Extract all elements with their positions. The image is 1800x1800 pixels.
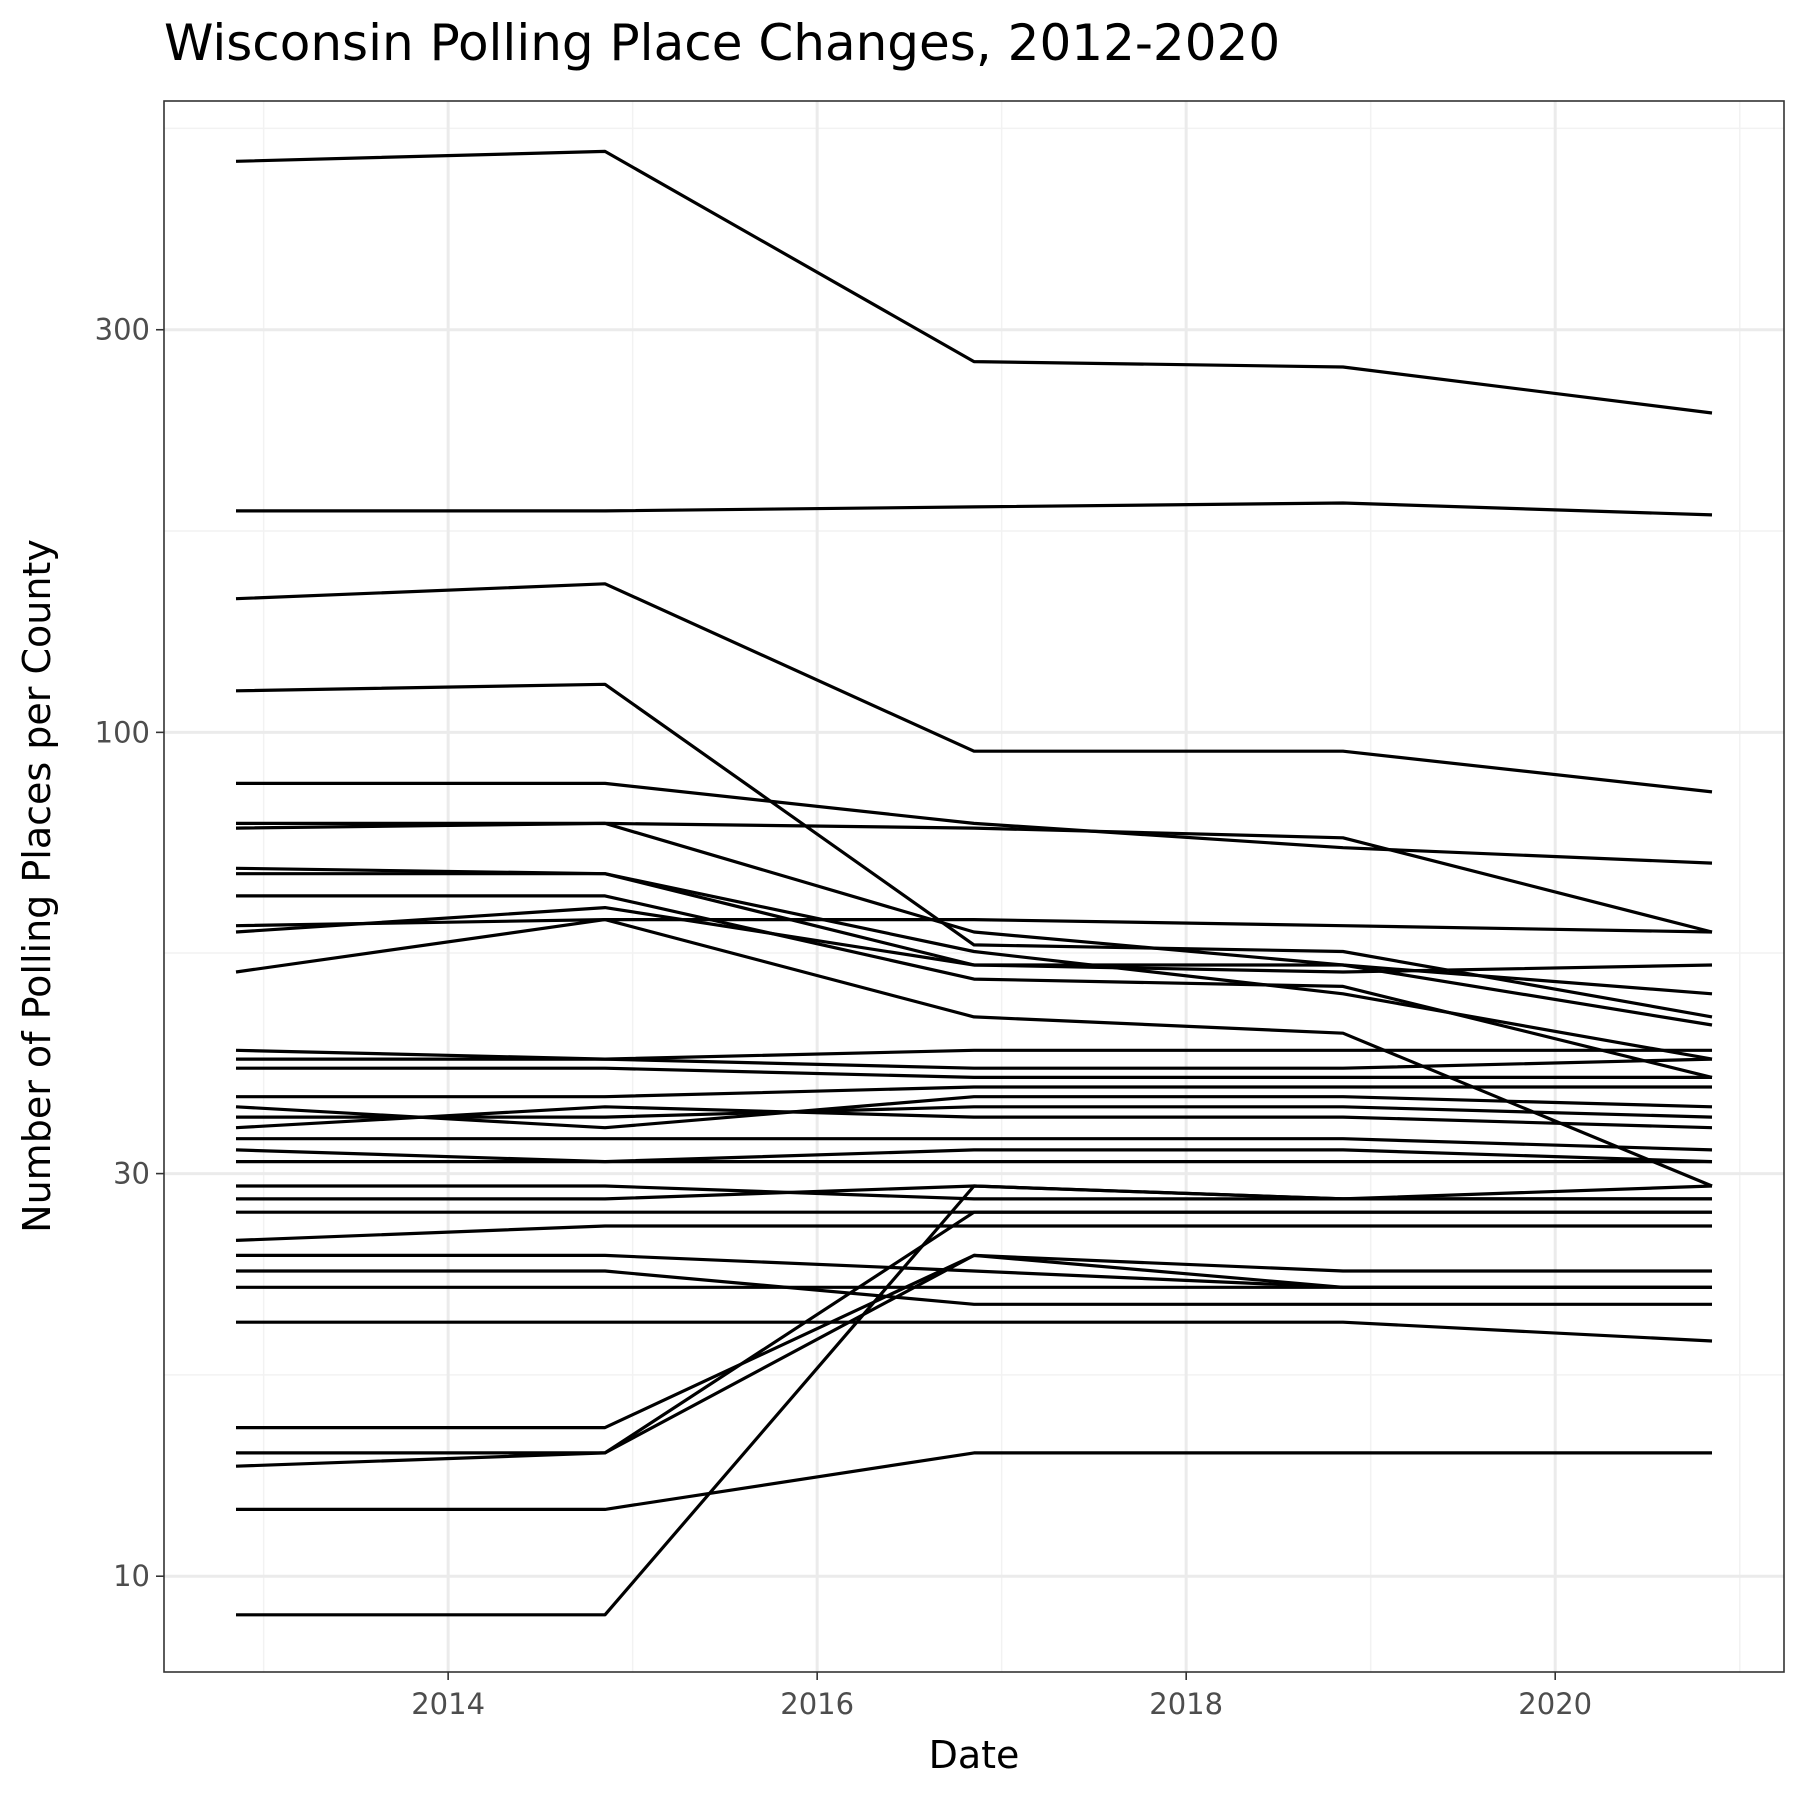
y-tick-label: 100 bbox=[95, 715, 150, 749]
series-line-14 bbox=[235, 1048, 1712, 1061]
series-lines bbox=[235, 149, 1713, 1617]
series-line-18 bbox=[235, 1095, 1713, 1130]
series-line-6 bbox=[236, 821, 1713, 934]
series-line-22 bbox=[235, 1148, 1713, 1164]
series-line-32 bbox=[236, 1253, 1712, 1430]
series-line-27 bbox=[235, 1224, 1712, 1242]
plot-panel-border bbox=[163, 100, 1785, 1673]
series-line-35 bbox=[236, 1451, 1712, 1512]
y-tick-label: 10 bbox=[113, 1559, 150, 1593]
series-line-33 bbox=[236, 1253, 1712, 1455]
series-line-3 bbox=[235, 582, 1713, 794]
series-line-5 bbox=[236, 781, 1713, 865]
series-line-34 bbox=[235, 1210, 1712, 1468]
series-line-13 bbox=[235, 917, 1713, 1188]
axis-ticks: 2014 2016 2018 2020 10 30 100 300 bbox=[95, 313, 1592, 1721]
x-tick-label: 2016 bbox=[780, 1687, 854, 1721]
y-axis-title: Number of Polling Places per County bbox=[15, 539, 59, 1233]
gridlines bbox=[164, 101, 1784, 1672]
series-line-7 bbox=[235, 821, 1713, 1027]
series-line-4 bbox=[235, 682, 1713, 1019]
x-axis-title: Date bbox=[929, 1733, 1020, 1777]
x-tick-label: 2020 bbox=[1518, 1687, 1592, 1721]
series-line-20 bbox=[235, 1105, 1713, 1130]
series-line-19 bbox=[236, 1105, 1713, 1119]
series-line-11 bbox=[235, 917, 1713, 934]
series-line-29 bbox=[236, 1269, 1712, 1306]
series-line-10 bbox=[236, 894, 1713, 1079]
series-line-36 bbox=[236, 1184, 1712, 1617]
series-line-24 bbox=[236, 1184, 1713, 1201]
chart-title: Wisconsin Polling Place Changes, 2012-20… bbox=[164, 14, 1280, 72]
series-line-31 bbox=[236, 1320, 1713, 1343]
series-line-12 bbox=[235, 905, 1713, 974]
y-tick-label: 30 bbox=[113, 1157, 150, 1191]
series-line-16 bbox=[236, 1066, 1712, 1080]
series-line-15 bbox=[236, 1057, 1713, 1070]
x-tick-label: 2014 bbox=[411, 1687, 485, 1721]
y-tick-label: 300 bbox=[95, 313, 150, 347]
x-tick-label: 2018 bbox=[1149, 1687, 1223, 1721]
series-line-2 bbox=[236, 501, 1713, 517]
series-line-17 bbox=[236, 1085, 1712, 1099]
series-line-1 bbox=[235, 149, 1713, 415]
series-line-21 bbox=[236, 1137, 1713, 1152]
